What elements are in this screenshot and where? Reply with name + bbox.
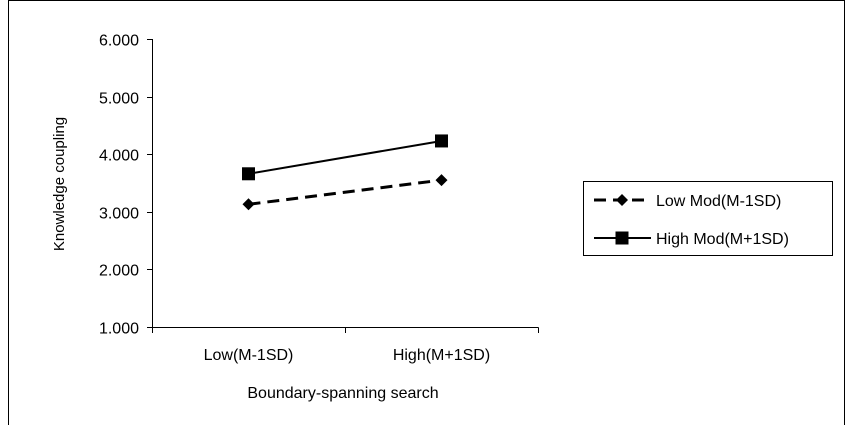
series-line bbox=[248, 139, 442, 175]
legend-marker-diamond bbox=[616, 194, 628, 206]
x-tick-label: Low(M-1SD) bbox=[204, 347, 294, 364]
legend-marker-square bbox=[615, 231, 629, 245]
axes: 1.000 2.000 3.000 4.000 5.000 6.000 Low(M-1SD)… bbox=[99, 33, 539, 364]
y-tick-label: 1.000 bbox=[99, 321, 139, 338]
legend-label: Low Mod(M-1SD) bbox=[656, 193, 781, 210]
y-axis-label: Knowledge coupling bbox=[51, 117, 68, 251]
legend-item: Low Mod(M-1SD) bbox=[594, 193, 781, 210]
series-1 bbox=[242, 174, 448, 211]
legend: Low Mod(M-1SD) High Mod(M+1SD) bbox=[583, 181, 833, 256]
x-tick-label: High(M+1SD) bbox=[393, 347, 490, 364]
series-layer bbox=[242, 134, 448, 211]
y-tick-label: 5.000 bbox=[99, 91, 139, 108]
legend-item: High Mod(M+1SD) bbox=[594, 231, 789, 248]
y-tick-label: 3.000 bbox=[99, 206, 139, 223]
x-axis-label: Boundary-spanning search bbox=[247, 385, 438, 402]
y-tick-label: 4.000 bbox=[99, 148, 139, 165]
legend-label: High Mod(M+1SD) bbox=[656, 231, 789, 248]
series-2 bbox=[242, 134, 448, 181]
data-point-diamond bbox=[435, 174, 448, 187]
y-tick-label: 6.000 bbox=[99, 33, 139, 50]
data-point-diamond bbox=[242, 198, 255, 211]
legend-items: Low Mod(M-1SD) High Mod(M+1SD) bbox=[594, 193, 789, 248]
data-point-square bbox=[242, 167, 255, 181]
y-tick-label: 2.000 bbox=[99, 263, 139, 280]
series-line bbox=[248, 178, 442, 206]
data-point-square bbox=[435, 134, 448, 148]
